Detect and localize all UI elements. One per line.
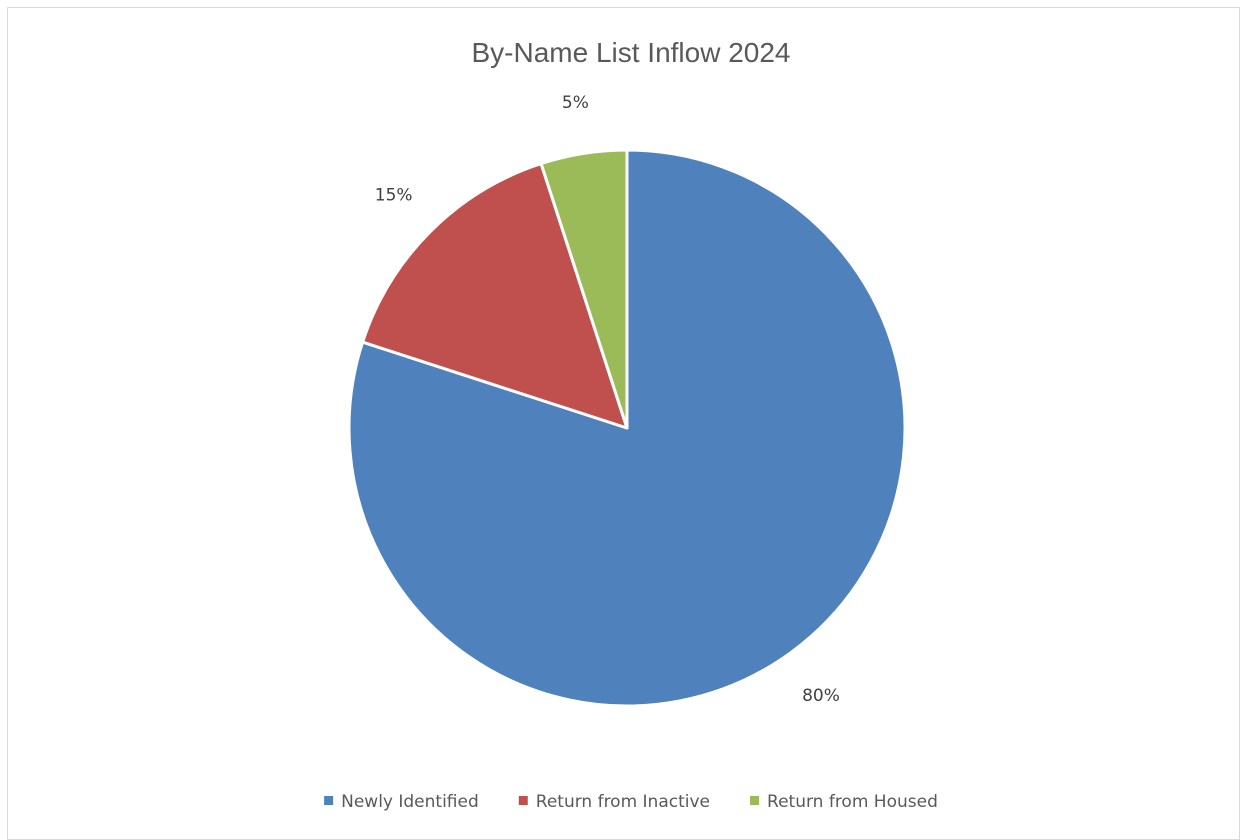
legend-marker-return-from-housed [750, 796, 760, 805]
legend-marker-return-from-inactive [518, 796, 528, 805]
data-labels: 80% 15% 5% [375, 93, 840, 706]
legend-label-return-from-housed: Return from Housed [767, 792, 938, 812]
legend-item-return-from-inactive[interactable]: Return from Inactive [518, 792, 710, 812]
pie-slice-return-from-inactive[interactable] [361, 162, 629, 430]
legend-marker-newly-identified [324, 796, 334, 805]
pie-slices [347, 148, 907, 708]
data-label-return-from-inactive: 15% [375, 186, 413, 206]
legend: Newly Identified Return from Inactive Retu… [324, 792, 938, 812]
legend-label-return-from-inactive: Return from Inactive [536, 792, 710, 812]
data-label-return-from-housed: 5% [562, 93, 589, 113]
legend-item-newly-identified[interactable]: Newly Identified [324, 792, 479, 812]
data-label-newly-identified: 80% [802, 686, 840, 706]
legend-label-newly-identified: Newly Identified [341, 792, 479, 812]
pie-slice-return-from-housed[interactable] [539, 148, 629, 430]
legend-item-return-from-housed[interactable]: Return from Housed [750, 792, 938, 812]
chart-title: By-Name List Inflow 2024 [471, 37, 790, 68]
